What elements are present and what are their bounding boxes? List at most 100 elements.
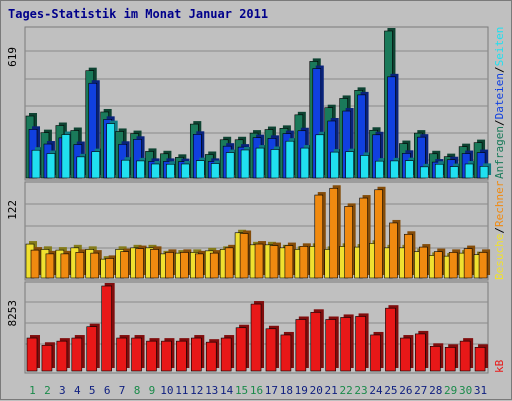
bar-seiten (195, 160, 205, 179)
day-label: 23 (354, 384, 367, 397)
bar-seiten (345, 151, 354, 179)
bar-seiten (420, 166, 429, 179)
bar-rechner (30, 249, 40, 279)
chart-title: Tages-Statistik im Monat Januar 2011 (8, 7, 269, 21)
day-label: 4 (74, 384, 81, 397)
bar-seiten (449, 166, 459, 179)
bar-kb (26, 337, 38, 372)
bar-seiten (479, 166, 489, 179)
day-label: 14 (220, 384, 234, 397)
bar-kb (41, 344, 53, 372)
bar-seiten (31, 149, 41, 179)
bar-rechner (120, 251, 129, 279)
day-label: 24 (369, 384, 383, 397)
bar-seiten (240, 149, 250, 179)
bar-seiten (210, 163, 220, 179)
bar-rechner (150, 249, 159, 279)
bar-seiten (121, 159, 130, 179)
bar-seiten (300, 147, 310, 179)
bar-kb (325, 319, 337, 372)
legend-middle: Besuche/Rechner (493, 180, 506, 280)
bar-rechner (165, 252, 174, 279)
y-max-label: 122 (6, 200, 19, 220)
bar-kb (205, 341, 217, 372)
bar-seiten (285, 140, 295, 179)
bar-kb (146, 340, 157, 372)
bar-kb (444, 347, 456, 372)
bar-rechner (419, 246, 428, 279)
legend-anfragen: Anfragen (493, 126, 506, 179)
day-label: 10 (160, 384, 173, 397)
bar-rechner (194, 253, 204, 279)
legend-kb: kB (493, 359, 506, 373)
bar-kb (340, 317, 351, 372)
day-label: 7 (119, 384, 126, 397)
day-label: 2 (44, 384, 51, 397)
bar-kb (385, 307, 396, 372)
day-label: 5 (89, 384, 96, 397)
bar-rechner (448, 252, 458, 279)
day-label: 9 (149, 384, 156, 397)
day-label: 21 (325, 384, 338, 397)
bar-rechner (463, 248, 473, 279)
legend-top: Anfragen/Dateien/Seiten (493, 27, 506, 179)
bar-seiten (270, 149, 280, 179)
bar-kb (131, 337, 142, 372)
day-label: 18 (280, 384, 293, 397)
legend-rechner: Rechner (493, 180, 506, 227)
bar-seiten (91, 151, 101, 179)
bar-kb (429, 345, 441, 372)
bar-seiten (464, 163, 474, 179)
day-label: 17 (265, 384, 278, 397)
bar-rechner (75, 252, 85, 279)
bar-rechner (299, 246, 309, 279)
day-label: 12 (190, 384, 203, 397)
legend-bottom: kB (493, 359, 506, 373)
day-label: 20 (310, 384, 323, 397)
y-max-label: 619 (6, 47, 19, 67)
bar-rechner (209, 252, 219, 279)
day-label: 6 (104, 384, 111, 397)
bar-seiten (136, 160, 145, 179)
bar-seiten (166, 163, 175, 179)
bar-seiten (330, 151, 340, 179)
bar-seiten (151, 163, 160, 179)
bar-kb (101, 285, 112, 372)
bar-seiten (315, 134, 325, 179)
bar-seiten (255, 147, 265, 179)
bar-rechner (344, 206, 353, 279)
day-label: 31 (474, 384, 487, 397)
bar-rechner (314, 194, 324, 279)
day-label: 1 (29, 384, 36, 397)
bar-rechner (389, 222, 398, 279)
bar-kb (176, 340, 187, 372)
bar-kb (400, 337, 411, 372)
day-label: 11 (175, 384, 188, 397)
day-label: 19 (295, 384, 308, 397)
bar-kb (220, 337, 232, 372)
bar-rechner (224, 247, 234, 279)
day-label: 15 (235, 384, 248, 397)
bar-rechner (90, 252, 100, 279)
day-label: 16 (250, 384, 263, 397)
bar-kb (280, 334, 292, 372)
bar-seiten (46, 153, 56, 179)
bar-kb (116, 337, 127, 372)
day-label: 28 (429, 384, 442, 397)
legend-besuche: Besuche (493, 234, 506, 280)
bar-rechner (329, 187, 339, 279)
bar-kb (71, 337, 83, 372)
bar-rechner (478, 252, 488, 279)
bar-seiten (106, 123, 115, 179)
bar-seiten (405, 160, 414, 179)
bar-kb (250, 303, 262, 372)
bar-kb (56, 340, 68, 372)
day-label: 30 (459, 384, 472, 397)
bar-kb (415, 333, 426, 372)
legend-seiten: Seiten (493, 27, 506, 67)
y-max-label: 8253 (6, 300, 19, 327)
legend-dateien: Dateien (493, 73, 506, 119)
bar-rechner (60, 253, 70, 279)
day-label: 8 (134, 384, 141, 397)
